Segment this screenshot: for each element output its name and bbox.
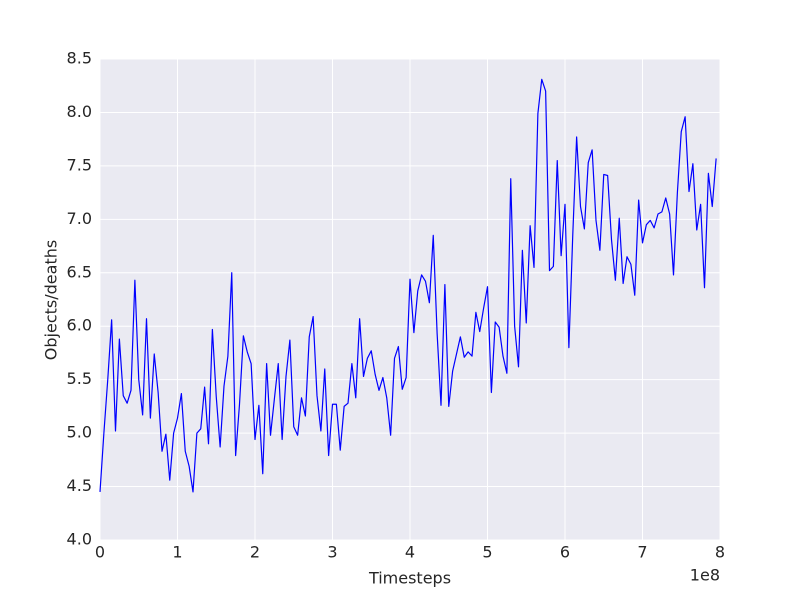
x-tick-label: 4: [405, 543, 415, 562]
y-tick-label: 6.5: [67, 262, 92, 281]
x-tick-label: 1: [172, 543, 182, 562]
x-tick-label: 6: [560, 543, 570, 562]
y-tick-label: 5.5: [67, 369, 92, 388]
y-tick-label: 8.5: [67, 49, 92, 68]
y-tick-label: 4.5: [67, 476, 92, 495]
x-tick-label: 5: [482, 543, 492, 562]
x-tick-label: 2: [250, 543, 260, 562]
y-tick-label: 7.0: [67, 209, 92, 228]
y-tick-label: 8.0: [67, 102, 92, 121]
x-tick-label: 7: [637, 543, 647, 562]
x-axis-label: Timesteps: [368, 569, 451, 588]
y-tick-label: 5.0: [67, 423, 92, 442]
y-tick-label: 7.5: [67, 155, 92, 174]
y-tick-label: 4.0: [67, 530, 92, 549]
x-tick-label: 8: [715, 543, 725, 562]
x-tick-label: 0: [95, 543, 105, 562]
x-offset-label: 1e8: [690, 566, 720, 585]
y-axis-label: Objects/deaths: [42, 240, 61, 360]
data-line: [99, 78, 717, 493]
x-tick-label: 3: [327, 543, 337, 562]
y-tick-label: 6.0: [67, 316, 92, 335]
